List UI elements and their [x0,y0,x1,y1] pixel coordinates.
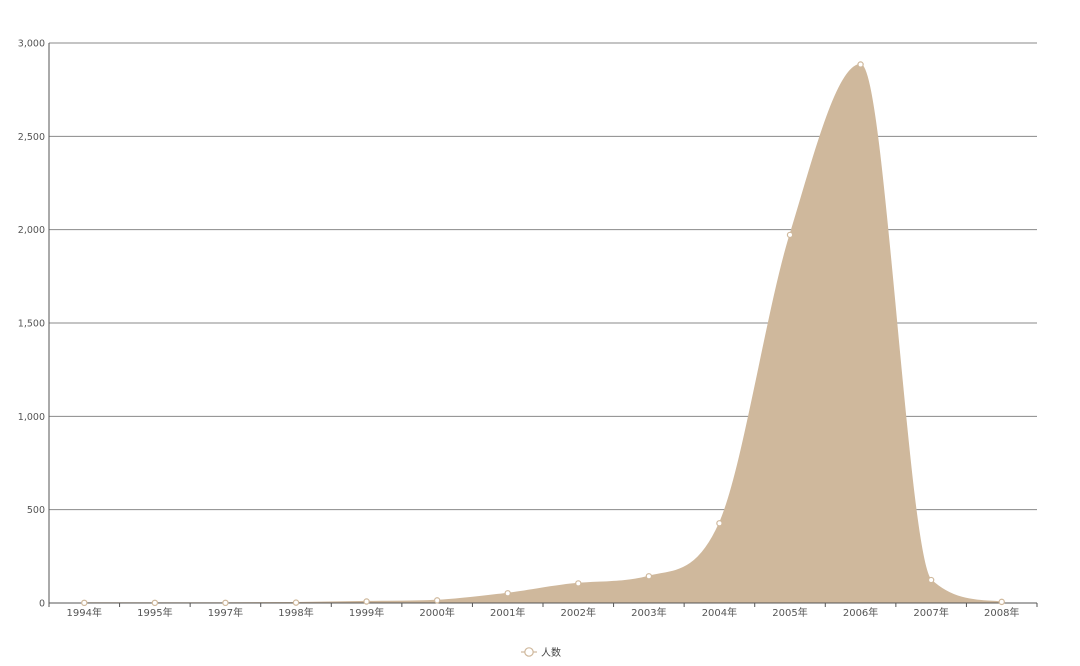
data-point[interactable] [786,231,794,239]
y-tick-label: 3,000 [18,39,45,50]
x-tick-label: 2007年 [913,606,948,619]
y-tick-label: 2,500 [18,132,45,143]
data-point[interactable] [645,573,653,580]
x-tick-label: 2002年 [561,606,596,619]
y-tick-label: 1,000 [18,412,45,423]
data-point[interactable] [222,599,229,607]
data-point[interactable] [151,599,159,607]
x-tick-label: 2000年 [419,606,454,619]
x-tick-label: 2001年 [490,606,525,619]
x-tick-label: 2004年 [702,606,737,619]
y-tick-label: 0 [39,599,45,610]
x-tick-label: 2003年 [631,606,666,619]
x-tick-label: 2005年 [772,606,807,619]
x-tick-label: 2008年 [984,606,1019,619]
area-fill [84,64,1002,603]
data-point[interactable] [575,580,582,587]
data-point[interactable] [363,598,370,605]
y-tick-label: 2,000 [18,225,45,236]
data-point[interactable] [998,598,1005,606]
data-point[interactable] [433,597,441,604]
data-point[interactable] [857,61,864,68]
legend[interactable]: 人数 [521,646,561,659]
y-tick-label: 500 [27,505,45,516]
legend-marker-icon [524,647,534,657]
x-tick-label: 1995年 [137,606,172,619]
axes: 0 500 1,000 1,500 2,000 2,500 3,000 1994年 1995年 1… [18,39,1038,619]
data-point[interactable] [292,599,300,606]
data-points [81,61,1005,607]
x-tick-label: 1999年 [349,606,384,619]
x-tick-label: 2006年 [843,606,878,619]
data-point[interactable] [927,576,935,584]
legend-label[interactable]: 人数 [541,646,561,659]
x-tick-label: 1994年 [67,606,102,619]
y-tick-label: 1,500 [18,319,45,330]
data-point[interactable] [81,599,88,607]
x-tick-label: 1998年 [278,606,313,619]
data-point[interactable] [716,520,723,527]
x-tick-label: 1997年 [208,606,243,619]
data-point[interactable] [504,590,511,597]
series-area [84,63,1002,604]
